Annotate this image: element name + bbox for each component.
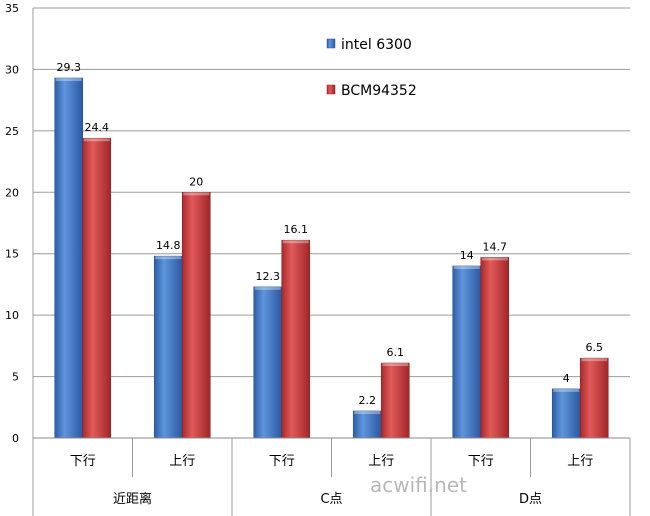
bar (153, 255, 183, 439)
legend-label: intel 6300 (341, 37, 412, 53)
group-label: C点 (320, 492, 342, 507)
gridlines (32, 7, 630, 439)
legend-swatch (326, 84, 336, 95)
y-tick-label: 25 (5, 125, 19, 138)
y-tick-label: 10 (5, 309, 19, 322)
bar-cap (83, 138, 110, 142)
legend: intel 6300 BCM94352 (326, 37, 417, 99)
bar (82, 137, 112, 439)
bar (253, 286, 283, 439)
category-label: 上行 (368, 454, 394, 469)
y-tick-label: 15 (5, 248, 19, 261)
data-label: 16.1 (284, 223, 309, 236)
data-label: 4 (563, 372, 570, 385)
bar-cap (553, 388, 580, 392)
category-label: 上行 (169, 454, 195, 469)
category-label: 下行 (468, 454, 494, 469)
bar (452, 265, 482, 439)
bar (281, 239, 311, 439)
bar (352, 410, 382, 439)
bar (551, 388, 581, 439)
data-label: 12.3 (256, 270, 281, 283)
data-label: 2.2 (359, 394, 377, 407)
category-label: 下行 (70, 454, 96, 469)
bar (54, 77, 84, 439)
category-label: 下行 (269, 454, 295, 469)
bar-cap (581, 358, 608, 362)
data-label: 6.5 (586, 341, 604, 354)
watermark-text: acwifi.net (370, 473, 467, 497)
y-tick-label: 20 (5, 186, 19, 199)
bar (480, 257, 510, 439)
bar-cap (254, 286, 281, 290)
bar-cap (155, 256, 182, 260)
bar-cap (354, 410, 381, 414)
bar (380, 362, 410, 439)
data-label: 14.7 (483, 240, 508, 253)
bar (181, 191, 211, 439)
bar-cap (382, 363, 409, 367)
bar-cap (55, 78, 82, 82)
bars (54, 77, 609, 439)
data-label: 6.1 (387, 346, 405, 359)
data-label: 24.4 (85, 121, 110, 134)
y-axis-ticks: 0 5 10 15 20 25 30 35 (5, 2, 19, 445)
bar (579, 357, 609, 439)
data-label: 20 (189, 175, 203, 188)
data-label: 29.3 (57, 61, 82, 74)
category-label: 上行 (567, 454, 593, 469)
data-label: 14 (460, 249, 474, 262)
y-tick-label: 35 (5, 2, 19, 15)
bar-cap (282, 240, 309, 244)
bar-cap (183, 192, 210, 196)
bar-cap (453, 266, 480, 269)
y-tick-label: 0 (12, 432, 19, 445)
y-tick-label: 30 (5, 63, 19, 76)
legend-swatch (326, 38, 336, 49)
group-label: D点 (519, 492, 542, 507)
legend-label: BCM94352 (341, 83, 417, 99)
y-tick-label: 5 (12, 371, 19, 384)
data-labels: 29.3 14.8 12.3 2.2 14 4 24.4 20 16.1 6.1 14.7 6.5 (57, 61, 604, 407)
data-label: 14.8 (156, 239, 181, 252)
group-label: 近距离 (113, 491, 152, 507)
bar-cap (481, 257, 508, 261)
